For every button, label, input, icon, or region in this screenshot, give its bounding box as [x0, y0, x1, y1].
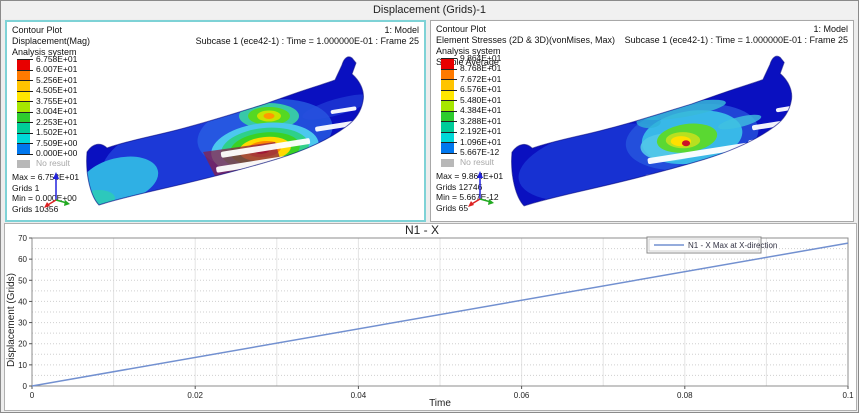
legend-value: 1.096E+01 — [460, 138, 501, 147]
legend-tick — [17, 143, 33, 144]
legend-color-chip — [17, 80, 30, 91]
x-tick-label: 0.08 — [677, 391, 693, 400]
legend-color-chip — [17, 70, 30, 81]
legend-tick — [441, 111, 457, 112]
x-axis-label: Time — [429, 398, 451, 409]
legend-color-chip — [441, 111, 454, 122]
legend-value: 6.576E+01 — [460, 85, 501, 94]
legend-value: 9.864E+01 — [460, 54, 501, 63]
y-tick-label: 0 — [23, 382, 28, 391]
x-tick-label: 0 — [30, 391, 35, 400]
legend-color-chip — [17, 122, 30, 133]
legend-color-chip — [441, 58, 454, 69]
x-tick-label: 0.02 — [187, 391, 203, 400]
model-subcase-info: 1: Model Subcase 1 (ece42-1) : Time = 1.… — [625, 24, 848, 46]
legend-no-result-chip — [441, 159, 454, 167]
legend-tick — [441, 90, 457, 91]
legend-color-chip — [441, 100, 454, 111]
legend-no-result-label: No result — [460, 158, 494, 167]
x-tick-label: 0.04 — [351, 391, 367, 400]
legend-value: 5.480E+01 — [460, 96, 501, 105]
x-tick-label: 0.06 — [514, 391, 530, 400]
legend-value: 2.253E+01 — [36, 118, 77, 127]
legend-tick — [441, 132, 457, 133]
legend-color-chip — [17, 59, 30, 70]
legend-color-chip — [441, 79, 454, 90]
page-title-bar[interactable]: Displacement (Grids)-1 — [1, 1, 858, 19]
legend-value: 1.502E+01 — [36, 128, 77, 137]
line-chart[interactable]: 0 0.02 0.04 0.06 0.08 0.1 0 10 20 30 40 50 60 70 N1 -… — [5, 224, 856, 410]
legend-tick — [17, 133, 33, 134]
x-tick-label: 0.1 — [842, 391, 854, 400]
legend-stat: Grids 1 — [12, 183, 39, 193]
axis-triad-icon — [465, 169, 495, 209]
legend-color-chip — [17, 91, 30, 102]
legend-value: 5.667E-12 — [460, 148, 499, 157]
legend-tick — [441, 121, 457, 122]
y-tick-label: 70 — [18, 234, 27, 243]
legend-tick — [17, 122, 33, 123]
legend-color-chip — [17, 133, 30, 144]
legend-stat: Grids 65 — [436, 203, 468, 213]
legend-value: 6.758E+01 — [36, 55, 77, 64]
y-tick-label: 30 — [18, 319, 27, 328]
legend-value: 4.384E+01 — [460, 106, 501, 115]
legend-no-result-chip — [17, 160, 30, 168]
model-subcase-info: 1: Model Subcase 1 (ece42-1) : Time = 1.… — [196, 25, 419, 47]
legend-value: 4.505E+01 — [36, 86, 77, 95]
legend-value: 3.004E+01 — [36, 107, 77, 116]
legend-tick — [441, 100, 457, 101]
contour-window-stress[interactable]: Contour Plot Element Stresses (2D & 3D)(… — [430, 20, 854, 222]
legend-color-chip — [441, 132, 454, 143]
axis-triad-icon — [41, 170, 71, 210]
legend-value: 8.768E+01 — [460, 64, 501, 73]
legend-value: 3.755E+01 — [36, 97, 77, 106]
page-title: Displacement (Grids)-1 — [373, 4, 486, 16]
legend-tick — [441, 58, 457, 59]
hyperview-session-page: Displacement (Grids)-1 — [0, 0, 859, 413]
contour-window-displacement[interactable]: Contour Plot Displacement(Mag) Analysis … — [5, 20, 426, 222]
legend-value: 6.007E+01 — [36, 65, 77, 74]
legend-tick — [17, 80, 33, 81]
legend-tick — [17, 59, 33, 60]
legend-color-chip — [441, 90, 454, 101]
legend-value: 7.509E+00 — [36, 139, 77, 148]
legend-tick — [441, 142, 457, 143]
legend-tick — [17, 112, 33, 113]
legend-tick — [17, 154, 33, 155]
y-tick-label: 40 — [18, 297, 27, 306]
legend-no-result-label: No result — [36, 159, 70, 168]
legend-color-chip — [441, 142, 454, 153]
y-tick-label: 20 — [18, 340, 27, 349]
legend-tick — [441, 153, 457, 154]
legend-tick — [17, 101, 33, 102]
legend-tick — [17, 70, 33, 71]
legend-value: 2.192E+01 — [460, 127, 501, 136]
legend-tick — [441, 79, 457, 80]
legend-color-chip — [441, 69, 454, 80]
y-tick-label: 10 — [18, 361, 27, 370]
y-tick-label: 60 — [18, 255, 27, 264]
legend-color-chip — [17, 143, 30, 154]
legend-tick — [17, 91, 33, 92]
y-tick-label: 50 — [18, 276, 27, 285]
legend-value: 0.000E+00 — [36, 149, 77, 158]
legend-value: 7.672E+01 — [460, 75, 501, 84]
legend-value: 3.288E+01 — [460, 117, 501, 126]
plot-window[interactable]: 0 0.02 0.04 0.06 0.08 0.1 0 10 20 30 40 50 60 70 N1 -… — [4, 223, 857, 411]
legend-value: 5.256E+01 — [36, 76, 77, 85]
legend-color-chip — [17, 101, 30, 112]
chart-title: N1 - X — [405, 224, 439, 237]
y-axis-label: Displacement (Grids) — [6, 273, 17, 367]
legend-series-label: N1 - X Max at X-direction — [688, 241, 777, 250]
legend-tick — [441, 69, 457, 70]
legend-color-chip — [441, 121, 454, 132]
legend-color-chip — [17, 112, 30, 123]
